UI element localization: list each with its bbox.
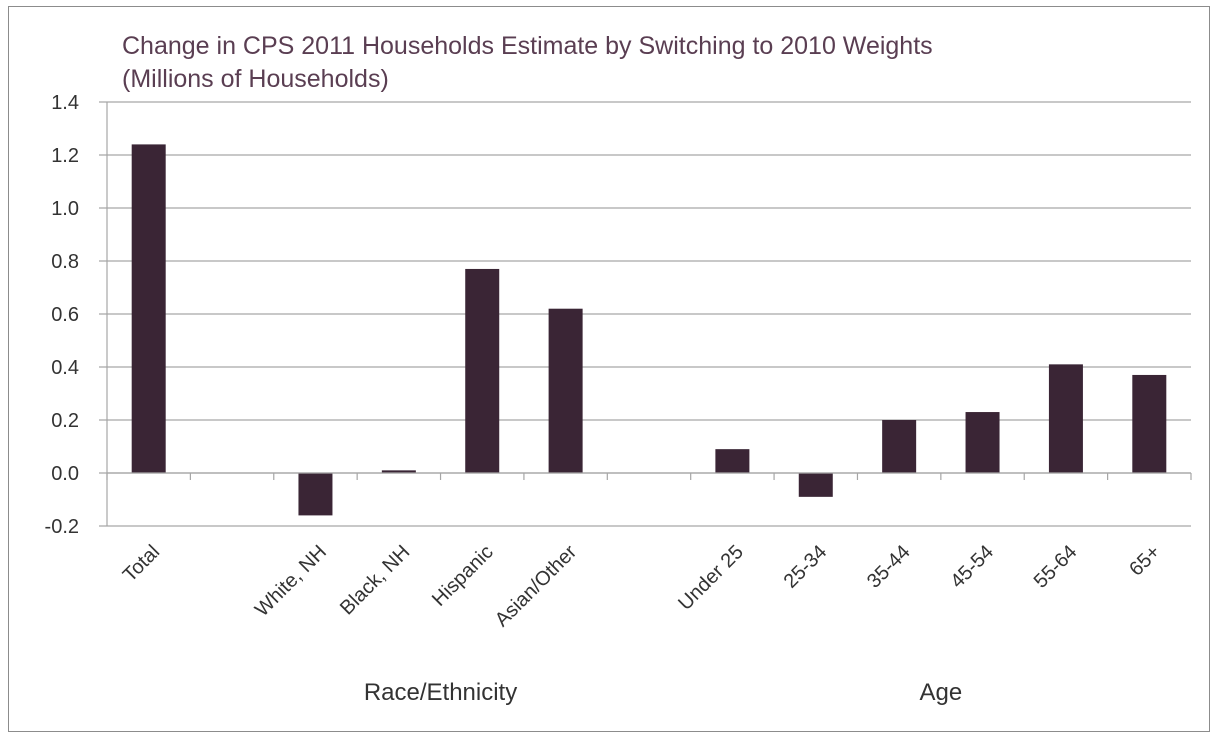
category-label: Total bbox=[119, 541, 164, 586]
bar bbox=[381, 470, 416, 473]
group-labels: Race/Ethnicity Age bbox=[364, 679, 962, 706]
bar bbox=[715, 449, 750, 473]
x-axis bbox=[106, 472, 1192, 480]
bar bbox=[882, 420, 917, 473]
category-labels: Total White, NH Black, NH HispanicAsian/Oth… bbox=[119, 541, 1165, 631]
category-label: 65+ bbox=[1125, 541, 1165, 581]
category-label: 25-34 bbox=[780, 541, 832, 593]
bar bbox=[465, 268, 500, 473]
y-axis-ticks: 1.4 1.2 1.0 0.8 0.6 0.4 0.2 0.0 -0.2 bbox=[45, 92, 79, 538]
y-tick-label: 0.2 bbox=[51, 410, 79, 432]
category-label: Under 25 bbox=[674, 541, 748, 615]
group-label: Race/Ethnicity bbox=[364, 679, 517, 706]
category-label: 45-54 bbox=[946, 541, 998, 593]
chart-frame: Change in CPS 2011 Households Estimate b… bbox=[8, 6, 1210, 732]
y-tick-label: 0.4 bbox=[51, 357, 79, 379]
bar bbox=[131, 144, 166, 473]
chart-title: Change in CPS 2011 Households Estimate b… bbox=[122, 32, 933, 60]
category-label: 35-44 bbox=[863, 541, 915, 593]
group-label: Age bbox=[919, 679, 962, 706]
category-label: Hispanic bbox=[428, 541, 498, 611]
bar bbox=[1132, 374, 1167, 473]
gridlines bbox=[99, 101, 1191, 527]
y-tick-label: 0.8 bbox=[51, 251, 79, 273]
chart-subtitle: (Millions of Households) bbox=[122, 65, 389, 93]
bar bbox=[298, 473, 333, 516]
bar bbox=[798, 473, 833, 497]
bar bbox=[1048, 364, 1083, 473]
y-tick-label: -0.2 bbox=[45, 516, 79, 538]
bar-chart: Change in CPS 2011 Households Estimate b… bbox=[45, 32, 1192, 706]
y-tick-label: 0.0 bbox=[51, 463, 79, 485]
y-tick-label: 1.0 bbox=[51, 198, 79, 220]
category-label: Asian/Other bbox=[491, 541, 581, 631]
category-label: 55-64 bbox=[1030, 541, 1082, 593]
bar bbox=[548, 308, 583, 473]
y-tick-label: 0.6 bbox=[51, 304, 79, 326]
bars bbox=[131, 144, 1167, 516]
category-label: Black, NH bbox=[336, 541, 414, 619]
bar bbox=[965, 412, 1000, 473]
category-label: White, NH bbox=[251, 541, 331, 621]
y-tick-label: 1.2 bbox=[51, 145, 79, 167]
y-tick-label: 1.4 bbox=[51, 92, 79, 114]
